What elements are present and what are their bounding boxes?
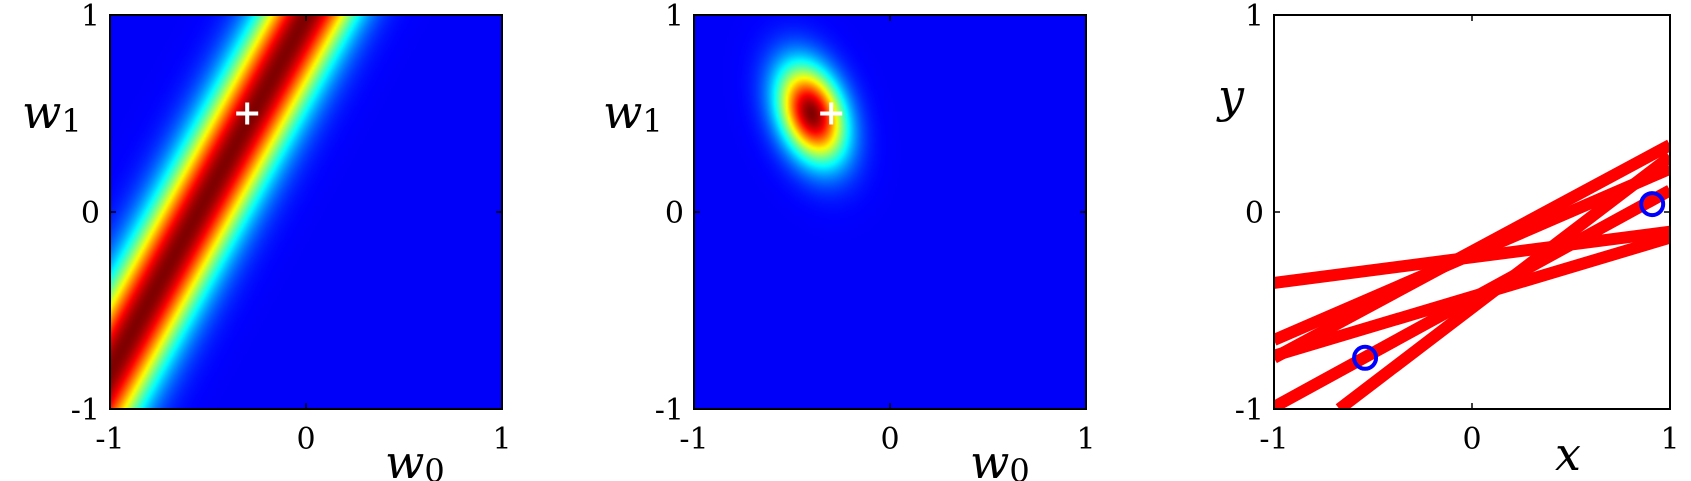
data-point-1	[1352, 344, 1379, 371]
posterior-heatmap	[694, 15, 1086, 409]
x-tick-label: 0	[296, 422, 315, 457]
y-tick-label: -1	[655, 393, 684, 428]
y-tick-label: 0	[81, 196, 100, 231]
x-tick-label: 0	[1462, 422, 1481, 457]
panel2-xlabel: w0	[970, 435, 1030, 481]
data-point-2	[1639, 191, 1666, 218]
panel1-marker	[236, 102, 259, 125]
data-points	[1352, 191, 1666, 371]
panel1-ylabel: w1	[22, 85, 82, 140]
panel1-xlabel: w0	[385, 435, 445, 481]
x-tick-label: -1	[1259, 422, 1288, 457]
panel-posterior: -1 0 1 -1 0 1 w0 w1	[603, 0, 1096, 481]
likelihood-heatmap	[110, 15, 502, 409]
x-tick-label: -1	[95, 422, 124, 457]
panel2-ylabel: w1	[603, 85, 663, 140]
x-tick-label: 1	[1076, 422, 1095, 457]
panel3-ylabel: y	[1216, 69, 1245, 123]
y-tick-label: 1	[665, 0, 684, 34]
panel3-xlabel: x	[1555, 427, 1581, 481]
panel2-marker	[820, 102, 843, 125]
panel-likelihood: -1 0 1 -1 0 1 w0 w1	[22, 0, 512, 481]
sample-line-5	[1274, 185, 1670, 409]
sample-lines	[1274, 139, 1670, 409]
sample-line-6	[1335, 152, 1670, 409]
panel3-axes-frame	[1273, 14, 1671, 410]
sample-line-4	[1274, 139, 1670, 364]
y-tick-label: 1	[1245, 0, 1264, 34]
y-tick-label: -1	[71, 393, 100, 428]
y-tick-label: 0	[1245, 196, 1264, 231]
panel3-ticks: -1 0 1 -1 0 1	[1235, 0, 1680, 457]
x-tick-label: 1	[492, 422, 511, 457]
y-tick-label: 0	[665, 196, 684, 231]
y-tick-label: 1	[81, 0, 100, 34]
panel1-ticks: -1 0 1 -1 0 1	[71, 0, 512, 457]
y-tick-label: -1	[1235, 393, 1264, 428]
panel2-ticks: -1 0 1 -1 0 1	[655, 0, 1096, 457]
x-tick-label: 0	[880, 422, 899, 457]
x-tick-label: -1	[679, 422, 708, 457]
x-tick-label: 1	[1660, 422, 1679, 457]
panel-data-space: -1 0 1 -1 0 1 x y	[1216, 0, 1680, 481]
